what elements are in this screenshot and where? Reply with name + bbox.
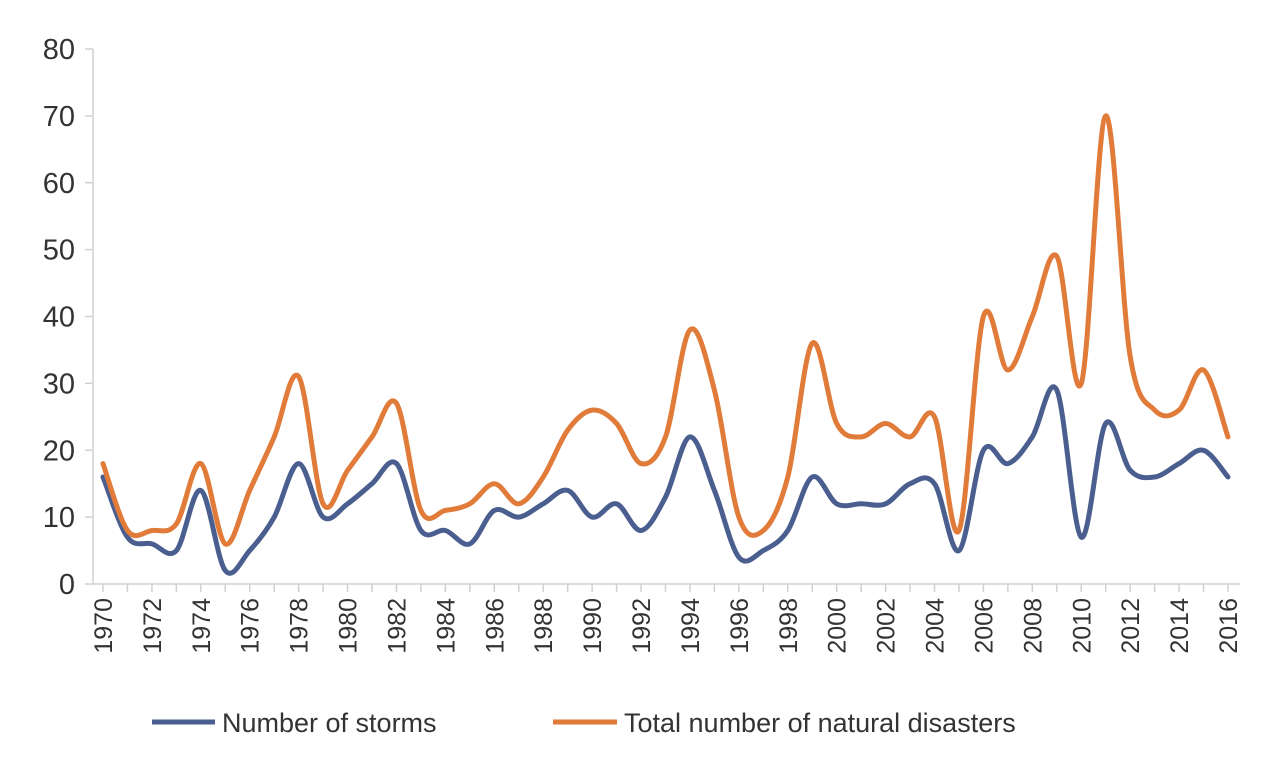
x-tick-label: 2006 xyxy=(970,598,998,654)
y-tick-label: 0 xyxy=(59,569,75,601)
x-tick-label: 1974 xyxy=(188,598,216,654)
x-tick-label: 1994 xyxy=(677,598,705,654)
x-tick-label: 2016 xyxy=(1215,598,1243,654)
x-tick-label: 2002 xyxy=(873,598,901,654)
x-tick-label: 1976 xyxy=(237,598,265,654)
y-tick-label: 40 xyxy=(43,302,75,334)
legend-label-0: Number of storms xyxy=(222,708,437,738)
y-tick-label: 70 xyxy=(43,101,75,133)
x-tick-label: 2008 xyxy=(1019,598,1047,654)
y-tick-label: 10 xyxy=(43,502,75,534)
x-tick-label: 1982 xyxy=(383,598,411,654)
x-tick-label: 1972 xyxy=(139,598,167,654)
series-line-0 xyxy=(100,384,1231,576)
y-tick-label: 50 xyxy=(43,235,75,267)
x-tick-label: 1984 xyxy=(432,598,460,654)
x-axis: 1970 1972 1974 1976 1978 1980 1982 1984 1986 1988… xyxy=(90,583,1243,654)
x-tick-label: 2012 xyxy=(1117,598,1145,654)
x-tick-label: 2004 xyxy=(922,598,950,654)
plot-lines xyxy=(100,113,1231,576)
y-tick-label: 60 xyxy=(43,168,75,200)
x-tick-label: 1992 xyxy=(628,598,656,654)
y-tick-label: 80 xyxy=(43,34,75,66)
x-tick-label: 1970 xyxy=(90,598,118,654)
x-tick-label: 1980 xyxy=(335,598,363,654)
y-axis: 0 10 20 30 40 50 60 70 80 xyxy=(43,34,94,601)
legend: Number of storms Total number of natural … xyxy=(152,708,1016,738)
x-tick-label: 1986 xyxy=(481,598,509,654)
x-tick-label: 2014 xyxy=(1166,598,1194,654)
series-line-1 xyxy=(100,113,1231,547)
y-tick-label: 20 xyxy=(43,435,75,467)
x-tick-label: 1998 xyxy=(775,598,803,654)
x-tick-label: 1996 xyxy=(726,598,754,654)
x-tick-label: 2010 xyxy=(1068,598,1096,654)
x-tick-label: 2000 xyxy=(824,598,852,654)
x-tick-label: 1978 xyxy=(286,598,314,654)
x-tick-label: 1990 xyxy=(579,598,607,654)
x-tick-label: 1988 xyxy=(530,598,558,654)
y-tick-label: 30 xyxy=(43,368,75,400)
legend-label-1: Total number of natural disasters xyxy=(624,708,1016,738)
